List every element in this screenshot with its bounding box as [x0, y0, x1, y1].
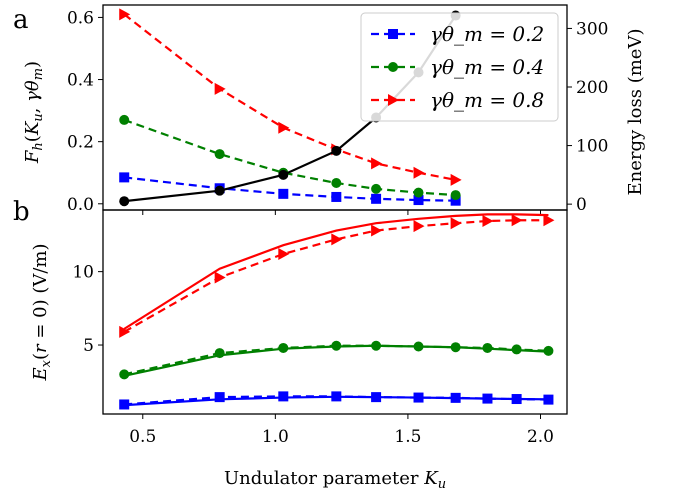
a-ytick-label: 0.4 — [67, 71, 94, 91]
b-series-5-point — [543, 394, 554, 405]
a-series-0-point — [371, 193, 382, 204]
panel-a-left-ticks: 0.0 0.2 0.4 0.6 — [67, 8, 541, 215]
a-series-3-point — [214, 185, 225, 196]
b-series-3-point — [482, 342, 493, 353]
panel-b-frame — [102, 209, 568, 415]
b-series-1-point — [331, 233, 343, 246]
a-series-1-point — [413, 187, 424, 198]
b-series-1-point — [543, 214, 555, 227]
panel-b-label: b — [13, 197, 30, 227]
a-series-2-point — [119, 8, 131, 21]
panel-b-series — [119, 213, 555, 410]
legend-marker — [388, 29, 398, 39]
b-xtick-label: 1.5 — [394, 427, 421, 447]
legend-label: γθ_m = 0.8 — [430, 88, 544, 112]
b-series-1-line — [123, 219, 549, 333]
b-series-3-point — [119, 369, 130, 380]
b-series-3-point — [450, 342, 461, 353]
b-series-5-point — [214, 392, 225, 403]
a-series-1-point — [214, 149, 225, 160]
a-ytick-right-label: 200 — [576, 78, 608, 98]
b-series-5-point — [511, 394, 522, 405]
b-series-1-point — [413, 220, 425, 233]
a-series-0-point — [331, 191, 342, 202]
b-series-1-point — [511, 214, 523, 227]
b-series-3-point — [331, 340, 342, 351]
b-series-3-line — [123, 344, 549, 376]
b-series-3-point — [543, 345, 554, 356]
b-xtick-label: 0.5 — [129, 427, 156, 447]
legend-marker — [388, 94, 399, 106]
a-series-1-point — [331, 177, 342, 188]
a-series-2-point — [371, 157, 383, 170]
b-series-3-point — [214, 348, 225, 359]
b-series-3-point — [413, 341, 424, 352]
a-series-2-point — [214, 82, 226, 95]
a-series-1-point — [119, 114, 130, 125]
b-ytick-label: 10 — [72, 263, 94, 283]
a-ytick-right-label: 100 — [576, 137, 608, 157]
b-series-5-point — [278, 391, 289, 402]
legend-box — [360, 12, 559, 122]
b-xtick-label: 2.0 — [527, 427, 554, 447]
b-ytick-label: 5 — [83, 336, 94, 356]
a-ytick-label: 0.6 — [67, 8, 94, 28]
a-series-2-point — [413, 166, 425, 179]
b-series-1-point — [482, 215, 494, 228]
panel-a-right-ticks: 0 100 200 300 — [567, 19, 608, 215]
b-series-3-point — [278, 342, 289, 353]
a-ytick-right-label: 300 — [576, 19, 608, 39]
b-series-3-point — [511, 344, 522, 355]
b-series-5-point — [450, 392, 461, 403]
b-series-1-point — [371, 224, 383, 237]
a-series-3-point — [331, 145, 342, 156]
a-ytick-right-label: 0 — [576, 195, 587, 215]
a-series-1-point — [450, 190, 461, 201]
panel-b-xlabel: Undulator parameter Ku — [224, 468, 446, 492]
b-series-1-point — [278, 248, 290, 261]
legend: γθ_m = 0.2 γθ_m = 0.4 γθ_m = 0.8 — [360, 12, 559, 122]
b-series-5-point — [482, 393, 493, 404]
b-series-5-point — [413, 392, 424, 403]
panel-a-label: a — [13, 5, 29, 35]
a-series-1-line — [123, 118, 456, 197]
b-series-5-line — [124, 395, 549, 406]
legend-marker — [388, 62, 398, 72]
a-series-0-point — [450, 195, 461, 206]
b-series-1-point — [214, 271, 226, 284]
a-series-1-point — [371, 183, 382, 194]
panel-b-ylabel: Ex(r = 0) (V/m) — [30, 243, 54, 381]
a-series-3-point — [278, 169, 289, 180]
panel-b-ticks: 5 10 0.5 1.0 1.5 2.0 — [72, 263, 554, 447]
panel-a-ylabel-right: Energy loss (meV) — [625, 29, 646, 196]
a-series-0-point — [278, 188, 289, 199]
a-series-2-point — [450, 173, 462, 186]
b-series-5-point — [119, 399, 130, 410]
a-ytick-label: 0.0 — [67, 195, 94, 215]
a-series-0-point — [413, 195, 424, 206]
b-series-5-point — [331, 391, 342, 402]
b-xtick-label: 1.0 — [262, 427, 289, 447]
a-series-0-point — [119, 172, 130, 183]
panel-a: a 0.0 0.2 0.4 0.6 0 100 200 300 Fh(Ku, γθm) En… — [13, 4, 646, 215]
legend-label: γθ_m = 0.4 — [430, 55, 544, 79]
b-series-1-point — [450, 217, 462, 230]
panel-b: b 5 10 0.5 1.0 1.5 2.0 Ex(r = 0) (V/m) Undula… — [13, 197, 568, 492]
panel-a-ylabel: Fh(Ku, γθm) — [22, 61, 46, 164]
legend-label: γθ_m = 0.2 — [430, 22, 544, 46]
b-series-0-line — [123, 213, 549, 330]
b-series-5-point — [371, 392, 382, 403]
a-series-2-point — [278, 121, 290, 134]
a-series-3-point — [119, 196, 130, 207]
a-series-0-line — [124, 176, 456, 202]
b-series-3-point — [371, 340, 382, 351]
b-series-1-point — [119, 325, 131, 338]
a-ytick-label: 0.2 — [67, 133, 94, 153]
